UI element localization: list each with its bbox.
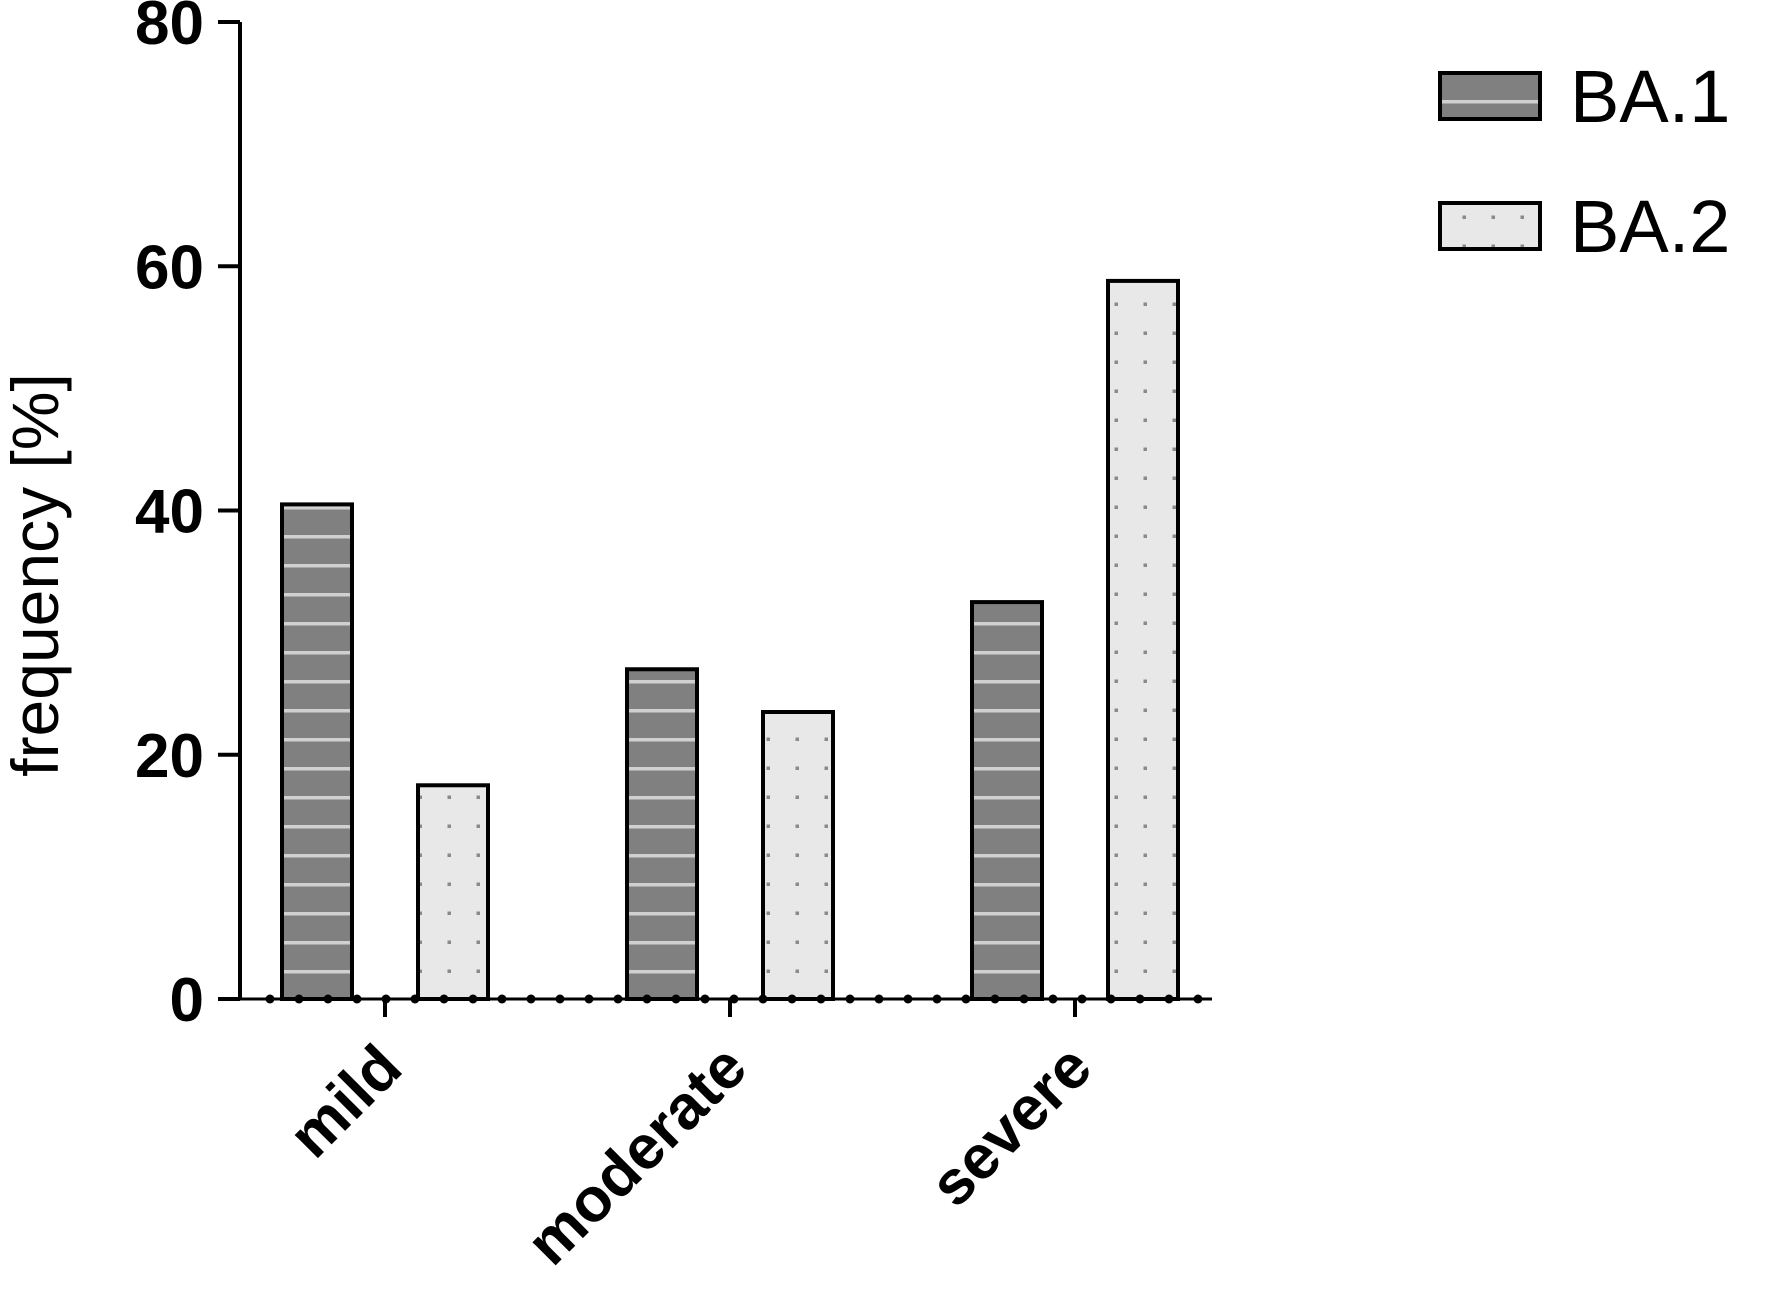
x-axis-dot xyxy=(1193,994,1203,1004)
bar-ba-1-moderate xyxy=(625,667,699,1001)
y-tick-label-80: 80 xyxy=(135,0,204,58)
bar-ba-1-severe xyxy=(970,600,1044,1001)
x-axis-dot xyxy=(439,994,449,1004)
legend-label-ba-2: BA.2 xyxy=(1570,185,1730,268)
legend: BA.1 BA.2 xyxy=(1438,55,1730,268)
x-axis-dot xyxy=(642,994,652,1004)
x-axis-dot xyxy=(265,994,275,1004)
x-axis-dot xyxy=(526,994,536,1004)
y-tick-label-40: 40 xyxy=(135,478,204,547)
x-tick-label-severe: severe xyxy=(917,1032,1105,1220)
bar-ba-2-mild xyxy=(416,783,490,1001)
x-axis-dot xyxy=(845,994,855,1004)
legend-swatch-ba-2 xyxy=(1438,201,1542,251)
y-tick-label-20: 20 xyxy=(135,722,204,791)
x-axis-dot xyxy=(787,994,797,1004)
x-axis-dot xyxy=(410,994,420,1004)
x-axis-dot xyxy=(1077,994,1087,1004)
x-axis-dot xyxy=(497,994,507,1004)
x-axis-dot xyxy=(903,994,913,1004)
x-axis-dot xyxy=(758,994,768,1004)
legend-swatch-ba-1 xyxy=(1438,71,1542,121)
x-axis-dot xyxy=(700,994,710,1004)
x-axis-dot xyxy=(352,994,362,1004)
x-axis-dot xyxy=(816,994,826,1004)
x-axis-dot xyxy=(1048,994,1058,1004)
x-tick-label-mild: mild xyxy=(276,1032,415,1171)
x-axis-dot xyxy=(1135,994,1145,1004)
x-axis-dot xyxy=(671,994,681,1004)
x-axis-dot xyxy=(468,994,478,1004)
bars-group xyxy=(280,278,1180,1001)
x-axis-dot xyxy=(990,994,1000,1004)
x-axis-dot xyxy=(1164,994,1174,1004)
x-tick-label-moderate: moderate xyxy=(514,1032,760,1278)
x-axis-dot xyxy=(1106,994,1116,1004)
legend-label-ba-1: BA.1 xyxy=(1570,55,1730,138)
x-axis-dot xyxy=(1019,994,1029,1004)
x-axis-dot xyxy=(323,994,333,1004)
x-axis-dot xyxy=(932,994,942,1004)
x-axis-dot xyxy=(874,994,884,1004)
x-axis-dot xyxy=(961,994,971,1004)
x-axis-dot xyxy=(555,994,565,1004)
y-tick-label-0: 0 xyxy=(170,966,204,1035)
x-axis-dot xyxy=(613,994,623,1004)
bar-ba-2-severe xyxy=(1106,278,1180,1001)
y-tick-label-60: 60 xyxy=(135,233,204,302)
bar-ba-2-moderate xyxy=(761,710,835,1001)
bar-ba-1-mild xyxy=(280,502,354,1001)
x-axis-dot xyxy=(294,994,304,1004)
y-axis-title: frequency [%] xyxy=(0,373,72,777)
x-axis-dot xyxy=(584,994,594,1004)
